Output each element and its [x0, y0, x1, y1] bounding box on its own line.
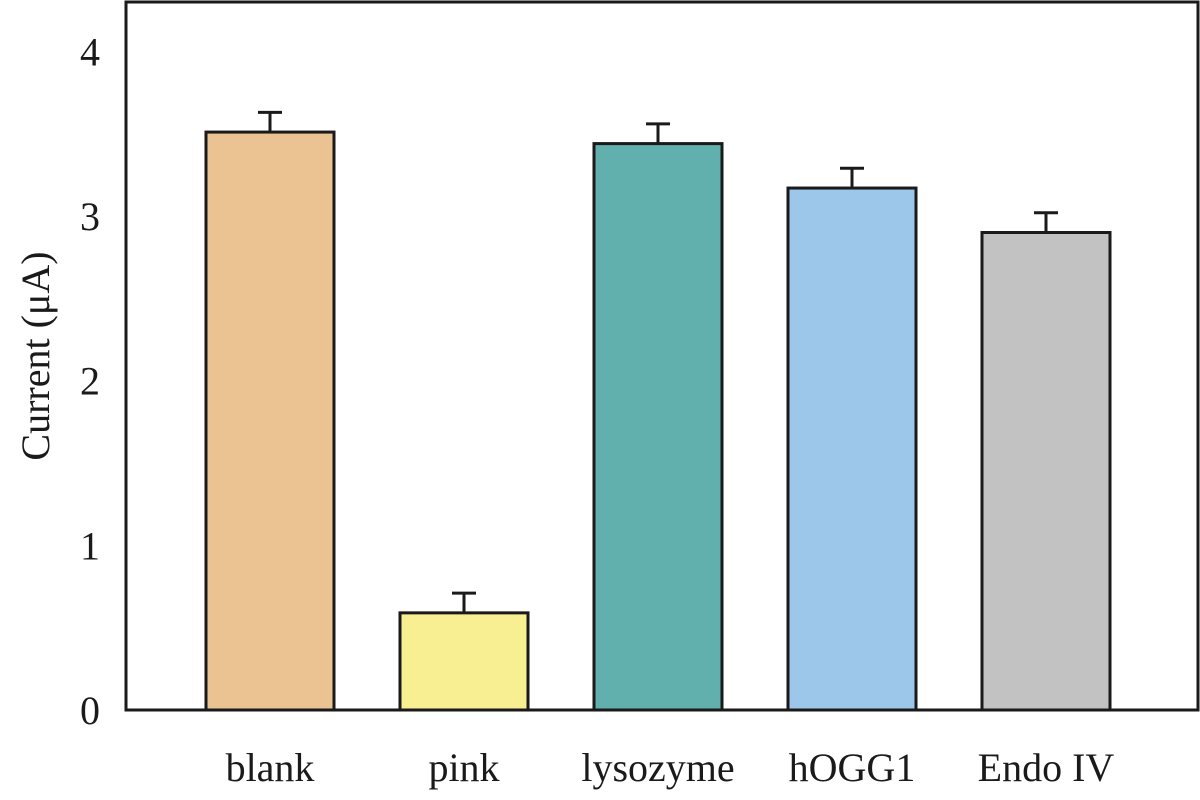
bar-endo-iv	[980, 231, 1112, 712]
x-label-blank: blank	[226, 745, 315, 790]
y-tick-label: 4	[80, 29, 100, 74]
bar-hogg1	[786, 186, 918, 712]
error-bars-layer	[258, 110, 1058, 613]
bar-lysozyme	[592, 142, 724, 712]
bars-layer	[204, 130, 1112, 712]
x-category-labels: blank pink lysozyme hOGG1 Endo IV	[226, 745, 1115, 790]
x-label-pink: pink	[428, 745, 499, 790]
y-tick-label: 2	[80, 359, 100, 404]
y-tick-label: 0	[80, 688, 100, 733]
bar-pink	[398, 611, 530, 712]
error-bar-pink	[452, 591, 476, 613]
bar-blank	[204, 130, 336, 712]
x-label-endo-iv: Endo IV	[978, 745, 1115, 790]
plot-frame	[124, 0, 1200, 712]
error-bar-blank	[258, 110, 282, 133]
x-label-hogg1: hOGG1	[789, 745, 916, 790]
y-tick-labels: 0 1 2 3 4	[80, 29, 100, 733]
error-bar-endo-iv	[1034, 211, 1058, 233]
y-axis-title: Current (μA)	[13, 251, 58, 460]
error-bar-lysozyme	[646, 122, 670, 144]
error-bar-hogg1	[840, 166, 864, 189]
y-tick-label: 1	[80, 523, 100, 568]
x-label-lysozyme: lysozyme	[581, 745, 734, 790]
y-tick-label: 3	[80, 194, 100, 239]
